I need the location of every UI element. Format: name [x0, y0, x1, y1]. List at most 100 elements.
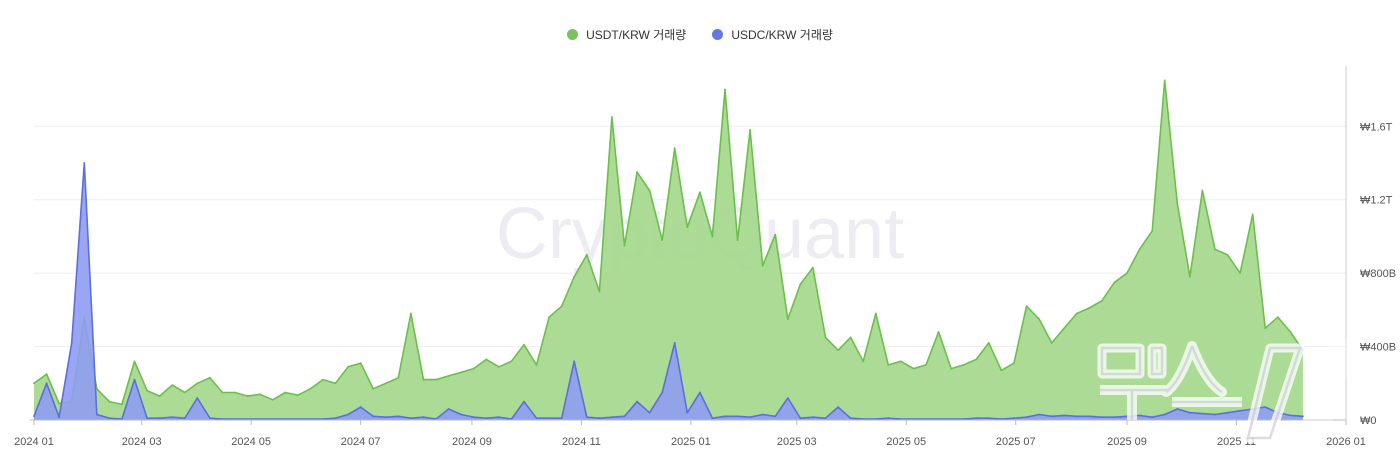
point-usdc: [786, 397, 789, 399]
point-usdt: [1050, 342, 1053, 344]
point-usdc: [108, 417, 111, 420]
point-usdt: [1176, 202, 1179, 205]
point-usdt: [749, 129, 751, 131]
series-layer: [33, 79, 1304, 421]
point-usdt: [598, 290, 601, 293]
point-usdc: [824, 417, 827, 420]
point-usdt: [284, 391, 287, 394]
point-usdt: [1264, 327, 1267, 330]
point-usdt: [196, 382, 199, 385]
point-usdt: [1214, 248, 1216, 251]
point-usdt: [962, 364, 965, 366]
point-usdc: [548, 417, 550, 420]
point-usdt: [1226, 253, 1229, 256]
x-tick-label: 2025 07: [996, 436, 1036, 448]
point-usdt: [498, 365, 500, 368]
point-usdc: [1163, 413, 1166, 416]
point-usdt: [699, 191, 701, 194]
point-usdt: [271, 398, 274, 401]
point-usdc: [58, 416, 60, 419]
point-usdc: [158, 417, 161, 420]
legend-item-usdc[interactable]: USDC/KRW 거래량: [712, 26, 833, 43]
x-tick-label: 2025 03: [777, 436, 817, 448]
point-usdt: [472, 367, 475, 370]
point-usdt: [761, 264, 764, 267]
point-usdt: [573, 275, 576, 278]
point-usdt: [171, 384, 174, 386]
point-usdt: [1000, 369, 1003, 372]
point-usdt: [183, 391, 186, 394]
line-usdc: [33, 162, 1303, 420]
point-usdt: [1113, 281, 1116, 284]
point-usdt: [322, 378, 324, 381]
point-usdt: [460, 371, 463, 374]
point-usdt: [1251, 213, 1254, 216]
point-usdt: [485, 358, 488, 361]
point-usdt: [1151, 230, 1154, 232]
point-usdt: [234, 391, 236, 394]
point-usdt: [1013, 362, 1015, 364]
point-usdc: [598, 417, 601, 420]
point-usdc: [636, 400, 638, 403]
point-usdt: [1126, 272, 1128, 274]
point-usdc: [1013, 417, 1015, 420]
x-tick-label: 2024 11: [562, 436, 601, 448]
point-usdc: [749, 416, 751, 419]
point-usdt: [309, 387, 312, 390]
point-usdt: [1075, 312, 1078, 315]
legend-item-usdt[interactable]: USDT/KRW 거래량: [567, 26, 686, 43]
point-usdc: [384, 416, 387, 419]
point-usdc: [686, 411, 689, 414]
point-usdt: [661, 239, 664, 242]
legend-dot-usdc: [712, 29, 724, 40]
point-usdt: [975, 358, 978, 361]
point-usdt: [900, 360, 902, 363]
point-usdt: [711, 235, 714, 238]
x-tick-label: 2025 01: [671, 436, 711, 448]
point-usdc: [485, 417, 488, 420]
point-usdc: [1189, 411, 1191, 414]
point-usdt: [410, 312, 412, 315]
point-usdt: [121, 403, 123, 406]
point-usdc: [1050, 415, 1053, 418]
point-usdc: [209, 417, 211, 420]
point-usdt: [862, 360, 865, 363]
point-usdc: [334, 417, 337, 420]
point-usdc: [812, 416, 814, 419]
point-usdt: [1276, 316, 1279, 319]
point-usdt: [397, 376, 400, 379]
point-usdc: [1025, 416, 1028, 419]
point-usdt: [1101, 299, 1103, 302]
point-usdt: [686, 226, 689, 229]
point-usdt: [435, 378, 437, 381]
x-tick-label: 2024 03: [122, 436, 162, 448]
point-usdc: [1151, 416, 1154, 419]
point-usdc: [523, 400, 525, 403]
point-usdc: [422, 416, 425, 419]
point-usdc: [1138, 414, 1141, 417]
point-usdc: [623, 415, 626, 418]
point-usdt: [837, 349, 839, 352]
point-usdc: [1063, 414, 1066, 417]
legend-label-usdt: USDT/KRW 거래량: [586, 28, 687, 42]
point-usdc: [661, 391, 664, 394]
point-usdc: [1075, 415, 1078, 418]
point-usdt: [1163, 79, 1166, 82]
point-usdc: [761, 413, 764, 416]
x-tick-label: 2025 09: [1107, 436, 1147, 448]
point-usdt: [334, 382, 337, 385]
point-usdc: [1201, 412, 1204, 415]
point-usdc: [1289, 414, 1292, 417]
point-usdc: [347, 413, 349, 416]
point-usdt: [887, 364, 890, 366]
point-usdc: [711, 417, 714, 420]
y-tick-label: ₩0: [1360, 415, 1377, 427]
point-usdt: [372, 387, 375, 390]
point-usdt: [209, 376, 211, 379]
point-usdc: [699, 391, 701, 394]
point-usdt: [636, 171, 638, 174]
point-usdc: [372, 415, 375, 418]
y-tick-label: ₩1.6T: [1360, 121, 1393, 133]
point-usdt: [736, 239, 739, 242]
